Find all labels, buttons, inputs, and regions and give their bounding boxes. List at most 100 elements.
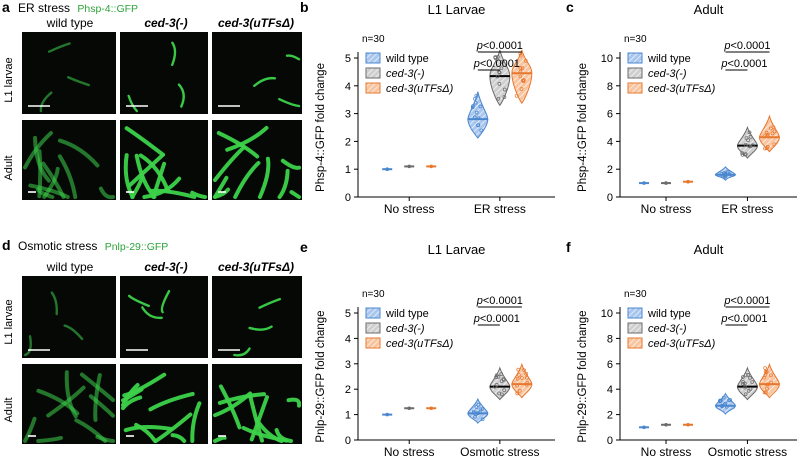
- legend-swatch: [627, 322, 643, 334]
- violin: [736, 366, 758, 401]
- data-point: [474, 93, 479, 98]
- x-category-label: ER stress: [721, 202, 773, 216]
- data-point: [747, 130, 752, 135]
- violin: [511, 362, 533, 399]
- data-point: [523, 59, 528, 63]
- data-point: [765, 144, 770, 149]
- data-point: [525, 380, 530, 385]
- data-point: [763, 366, 767, 371]
- data-point: [479, 128, 484, 133]
- panel-label-f: f: [566, 239, 571, 255]
- data-point: [742, 152, 747, 157]
- data-point: [521, 78, 525, 83]
- data-point: [499, 372, 504, 376]
- micrograph-tile: [212, 276, 302, 358]
- data-point: [385, 167, 390, 171]
- panel-label-b: b: [300, 0, 309, 15]
- data-point: [518, 69, 523, 74]
- micrograph-tile: [120, 276, 208, 358]
- legend-label: ced-3(-): [648, 323, 687, 335]
- data-point: [496, 96, 501, 101]
- legend-label: wild type: [647, 53, 691, 65]
- micrograph-tile: [120, 32, 208, 114]
- panel-d-col-utfs: ced-3(uTFsΔ): [218, 260, 294, 274]
- micrograph-tile: [120, 120, 208, 200]
- data-point: [740, 152, 745, 157]
- chart-title: L1 Larvae: [428, 242, 486, 257]
- data-point: [471, 409, 476, 414]
- data-point: [772, 142, 777, 147]
- panel-label-d: d: [2, 237, 11, 253]
- data-point: [470, 105, 475, 110]
- violin: [467, 397, 489, 424]
- data-point: [524, 382, 529, 387]
- data-point: [743, 142, 748, 147]
- data-point: [493, 56, 498, 60]
- y-tick-label: 2: [345, 384, 351, 396]
- data-point: [686, 179, 690, 184]
- panel-a-title: ER stress Phsp-4::GFP: [18, 1, 138, 15]
- data-point: [476, 123, 480, 128]
- legend-label: ced-3(-): [386, 68, 425, 80]
- data-point: [522, 368, 526, 373]
- y-tick-label: 5: [345, 53, 351, 65]
- panel-d-col-ced3: ced-3(-): [144, 260, 187, 274]
- data-point: [474, 405, 479, 409]
- data-point: [748, 135, 753, 139]
- data-point: [723, 401, 728, 406]
- panel-d: d Osmotic stress Pnlp-29::GFP wild type …: [2, 237, 302, 444]
- data-point: [517, 388, 522, 393]
- y-axis-label: Phsp-4::GFP fold change: [577, 63, 589, 192]
- data-point: [763, 146, 767, 151]
- legend-label: ced-3(uTFsΔ): [386, 338, 454, 350]
- x-category-label: No stress: [641, 202, 692, 216]
- data-point: [497, 81, 502, 86]
- panel-d-title: Osmotic stress Pnlp-29::GFP: [18, 239, 168, 253]
- y-tick-label: 0: [345, 192, 351, 204]
- data-point: [524, 372, 529, 376]
- micrograph-tile: [212, 364, 302, 444]
- panel-a-col-utfs: ced-3(uTFsΔ): [218, 16, 294, 30]
- legend-swatch: [365, 82, 381, 94]
- micrograph-tile: [22, 120, 116, 200]
- data-point: [769, 126, 773, 131]
- micrograph-tile: [212, 120, 302, 200]
- data-point: [478, 407, 483, 412]
- data-point: [429, 164, 434, 169]
- data-point: [520, 66, 525, 71]
- y-tick-label: 2: [607, 410, 613, 422]
- micrograph-tile: [22, 276, 116, 358]
- data-point: [517, 372, 521, 377]
- data-point: [743, 392, 748, 397]
- y-tick-label: 1: [345, 164, 351, 176]
- legend-label: ced-3(uTFsΔ): [648, 338, 716, 350]
- x-category-label: ER stress: [474, 202, 526, 216]
- legend-swatch: [627, 337, 643, 349]
- panel-a-reporter: Phsp-4::GFP: [77, 3, 138, 15]
- significance-label: p<0.0001: [476, 40, 523, 52]
- panel-a-row-adult: Adult: [3, 155, 15, 180]
- x-category-label: No stress: [641, 445, 692, 458]
- n-label: n=30: [362, 34, 385, 45]
- data-point: [762, 375, 766, 380]
- y-axis-label: Phsp-4::GFP fold change: [315, 63, 327, 192]
- significance-label: p<0.0001: [476, 295, 523, 307]
- panel-label-c: c: [566, 0, 574, 15]
- data-point: [492, 384, 497, 389]
- data-point: [642, 181, 646, 185]
- data-point: [475, 411, 480, 415]
- data-point: [473, 414, 477, 419]
- micrograph-tile: [212, 32, 302, 114]
- data-point: [766, 382, 770, 387]
- data-point: [727, 172, 732, 177]
- panel-a-title-left: ER stress: [18, 1, 70, 15]
- y-tick-label: 8: [607, 333, 613, 345]
- y-tick-label: 0: [607, 192, 613, 204]
- y-tick-label: 1: [345, 410, 351, 422]
- data-point: [765, 134, 770, 138]
- data-point: [516, 367, 521, 372]
- panel-d-title-left: Osmotic stress: [18, 239, 97, 253]
